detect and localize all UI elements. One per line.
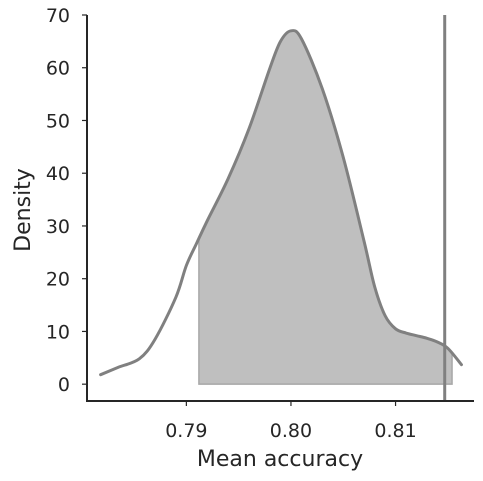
y-tick-label: 40 <box>46 163 70 185</box>
y-tick-label: 30 <box>46 216 70 238</box>
y-tick-label: 60 <box>46 58 70 80</box>
y-tick-label: 10 <box>46 321 70 343</box>
ticks: 0.79 0.80 0.81 0 10 20 30 40 50 60 70 <box>46 5 417 442</box>
x-tick-label: 0.79 <box>165 420 207 442</box>
y-tick-label: 70 <box>46 5 70 27</box>
y-tick-label: 50 <box>46 110 70 132</box>
y-tick-label: 0 <box>58 374 70 396</box>
x-axis-title: Mean accuracy <box>197 447 363 472</box>
x-tick-label: 0.80 <box>270 420 312 442</box>
x-tick-label: 0.81 <box>374 420 416 442</box>
density-curve <box>99 29 463 377</box>
y-axis-title: Density <box>11 168 36 252</box>
plot-area <box>99 15 463 401</box>
shaded-interval-area <box>198 29 453 385</box>
y-tick-label: 20 <box>46 269 70 291</box>
